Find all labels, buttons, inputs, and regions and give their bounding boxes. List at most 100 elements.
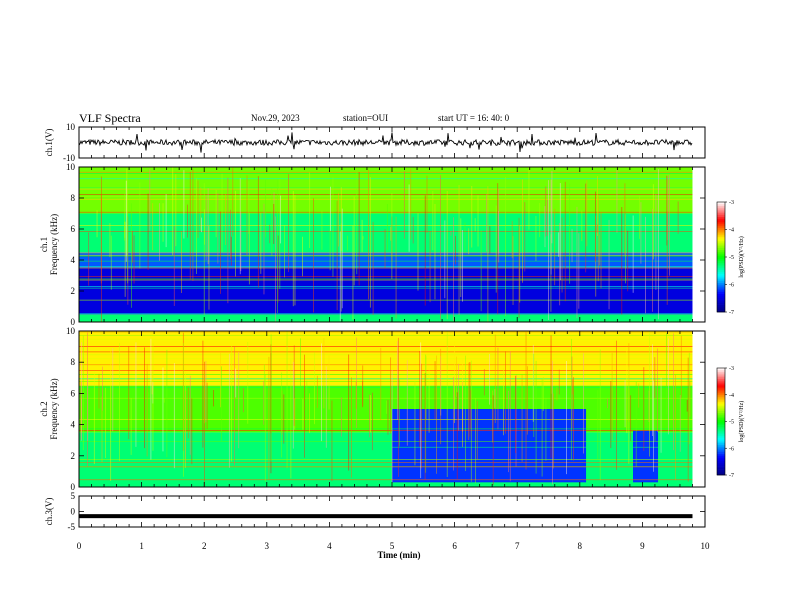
colorbar-1-segment [717,277,725,280]
colorbar-2-segment [717,385,725,388]
colorbar-2-segment [717,428,725,431]
sp2-quiet-interval [392,409,587,483]
colorbar-2-segment [717,444,725,447]
channel-3-waveform-panel: 5 0 -5 ch.3(V) [44,491,706,532]
colorbar-2-label: log(PSD)(V²/Hz) [738,401,745,442]
colorbar-2-segment [717,419,725,422]
colorbar-2-segment [717,437,725,440]
colorbar-2-segment [717,439,725,442]
colorbar-1-segment [717,293,725,296]
colorbar-1-segment [717,275,725,278]
colorbar-1-segment [717,251,725,254]
colorbar-1-segment [717,266,725,269]
ch3-ytick-label: -5 [68,522,76,532]
colorbar-2-segment [717,368,725,371]
colorbar-1-segment [717,224,725,227]
colorbar-1-segment [717,297,725,300]
colorbar-1-segment [717,246,725,249]
colorbar-2-segment [717,373,725,376]
channel-2-spectrogram-panel: 0 2 4 6 8 10 ch.2 Frequency (kHz) [39,326,706,492]
colorbar-2-segment [717,460,725,463]
colorbar-2-segment [717,421,725,424]
colorbar-1-tick-label: -6 [729,283,734,289]
start-time-label: start UT = 16: 40: 0 [438,113,510,123]
ch3-trace [79,514,693,519]
colorbar-1-segment [717,280,725,283]
colorbar-1-segment [717,279,725,282]
colorbar-2-segment [717,455,725,458]
colorbar-1-segment [717,257,725,260]
colorbar-2-segment [717,403,725,406]
colorbar-1-segment [717,216,725,219]
x-tick-label: 2 [202,541,207,551]
colorbar-1-segment [717,271,725,274]
colorbar-2-segment [717,405,725,408]
sp2-ytick-label: 4 [71,420,76,430]
colorbar-1-segment [717,211,725,214]
colorbar-2-segment [717,398,725,401]
colorbar-2-segment [717,409,725,412]
colorbar-2-segment [717,391,725,394]
colorbar-1-segment [717,244,725,247]
colorbar-2-tick-label: -7 [729,473,734,479]
colorbar-1-segment [717,269,725,272]
colorbar-1-tick-label: -5 [729,255,734,261]
colorbar-1-segment [717,264,725,267]
sp1-ytick-label: 0 [71,317,76,327]
colorbar-1-segment [717,220,725,223]
date-label: Nov.29, 2023 [251,113,300,123]
colorbar-1-segment [717,225,725,228]
colorbar-1-segment [717,218,725,221]
ch3-ylabel: ch.3(V) [44,498,54,526]
x-tick-label: 8 [578,541,583,551]
sp1-ylabel: ch.1 [39,237,49,252]
colorbar-2-segment [717,453,725,456]
colorbar-1-segment [717,308,725,311]
colorbar-2-segment [717,378,725,381]
colorbar-1-segment [717,286,725,289]
colorbar-2-segment [717,371,725,374]
sp1-ytick-label: 4 [71,255,76,265]
sp1-band [79,213,693,253]
sp2-quiet-interval [633,430,659,483]
colorbar-2-segment [717,467,725,470]
sp1-ytick-label: 10 [66,162,76,172]
colorbar-2-segment [717,426,725,429]
colorbar-2-segment [717,469,725,472]
colorbar-1-segment [717,306,725,309]
x-tick-label: 1 [139,541,144,551]
sp2-ytick-label: 10 [66,326,76,336]
sp2-ytick-label: 6 [71,388,76,398]
colorbar-2-segment [717,442,725,445]
colorbar-1-segment [717,301,725,304]
colorbar-1-segment [717,288,725,291]
colorbar-2-segment [717,369,725,372]
colorbar-2-segment [717,435,725,438]
colorbar-1-segment [717,203,725,206]
x-tick-label: 6 [452,541,457,551]
colorbar-2-segment [717,384,725,387]
colorbar-2-segment [717,448,725,451]
sp1-band [79,252,693,268]
x-tick-label: 4 [327,541,332,551]
colorbar-2-segment [717,451,725,454]
colorbar-1-segment [717,291,725,294]
colorbar-1-segment [717,273,725,276]
colorbar-2-segment [717,423,725,426]
colorbar-2-segment [717,425,725,428]
colorbar-1-segment [717,258,725,261]
colorbar-1-segment [717,262,725,265]
colorbar-1-segment [717,235,725,238]
colorbar-2-segment [717,394,725,397]
ch1-ytick-label: -10 [63,153,75,163]
colorbar-2-segment [717,380,725,383]
colorbar-2-segment [717,450,725,453]
colorbar-2-segment [717,417,725,421]
colorbar-1-segment [717,299,725,302]
figure-title: VLF Spectra [79,111,141,125]
colorbar-2-segment [717,458,725,462]
colorbar-1-segment [717,302,725,305]
colorbar-2-segment [717,457,725,460]
x-tick-label: 7 [515,541,520,551]
colorbar-2-segment [717,446,725,449]
